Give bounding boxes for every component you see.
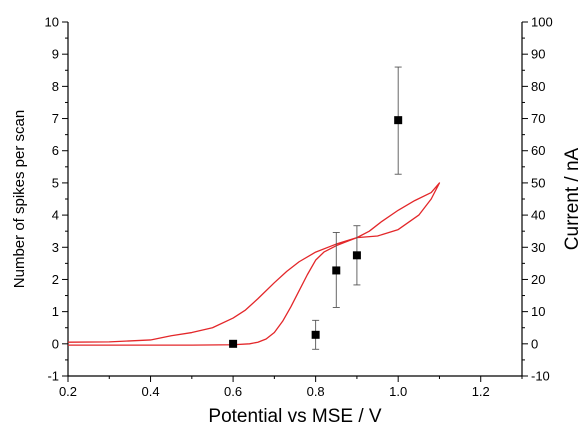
x-tick-label: 0.8 xyxy=(307,384,325,399)
y-tick-label: 10 xyxy=(45,15,59,30)
plot-frame xyxy=(67,22,523,377)
y2-tick-label: 70 xyxy=(531,111,545,126)
y-axis-right-title: Current / nA xyxy=(562,147,583,250)
y2-tick-label: 50 xyxy=(531,175,545,190)
x-tick-label: 0.4 xyxy=(142,384,160,399)
ticks: 0.2 0.4 0.6 0.8 1.0 1.2-1012345678910-1001020… xyxy=(45,15,553,400)
y-tick-label: 4 xyxy=(52,208,59,223)
y2-tick-label: 100 xyxy=(531,15,553,30)
y-axis-left-title: Number of spikes per scan xyxy=(11,110,28,288)
data-point xyxy=(229,339,238,348)
y2-tick-label: 90 xyxy=(531,47,545,62)
y2-tick-label: 0 xyxy=(531,336,538,351)
y-tick-label: 3 xyxy=(52,240,59,255)
y2-tick-label: 10 xyxy=(531,304,545,319)
x-tick-label: 1.2 xyxy=(472,384,490,399)
y-tick-label: 2 xyxy=(52,272,59,287)
y-tick-label: -1 xyxy=(47,369,59,384)
cv-curve-layer xyxy=(67,182,441,346)
y-tick-label: 7 xyxy=(52,111,59,126)
y2-tick-label: 40 xyxy=(531,208,545,223)
y-tick-label: 1 xyxy=(52,304,59,319)
y2-tick-label: 80 xyxy=(531,79,545,94)
y-tick-label: 9 xyxy=(52,47,59,62)
x-tick-label: 0.2 xyxy=(59,384,77,399)
x-axis-title: Potential vs MSE / V xyxy=(208,406,382,427)
y-tick-label: 5 xyxy=(52,175,59,190)
x-tick-label: 1.0 xyxy=(389,384,407,399)
data-point xyxy=(394,116,403,125)
data-point xyxy=(352,251,361,260)
cv-curve xyxy=(67,182,441,346)
data-points-layer xyxy=(229,66,403,350)
y-tick-label: 0 xyxy=(52,336,59,351)
x-tick-label: 0.6 xyxy=(224,384,242,399)
y-tick-label: 8 xyxy=(52,79,59,94)
y-tick-label: 6 xyxy=(52,143,59,158)
y2-tick-label: -10 xyxy=(531,369,550,384)
data-point xyxy=(311,330,320,339)
y2-tick-label: 60 xyxy=(531,143,545,158)
y2-tick-label: 30 xyxy=(531,240,545,255)
data-point xyxy=(332,266,341,275)
y2-tick-label: 20 xyxy=(531,272,545,287)
